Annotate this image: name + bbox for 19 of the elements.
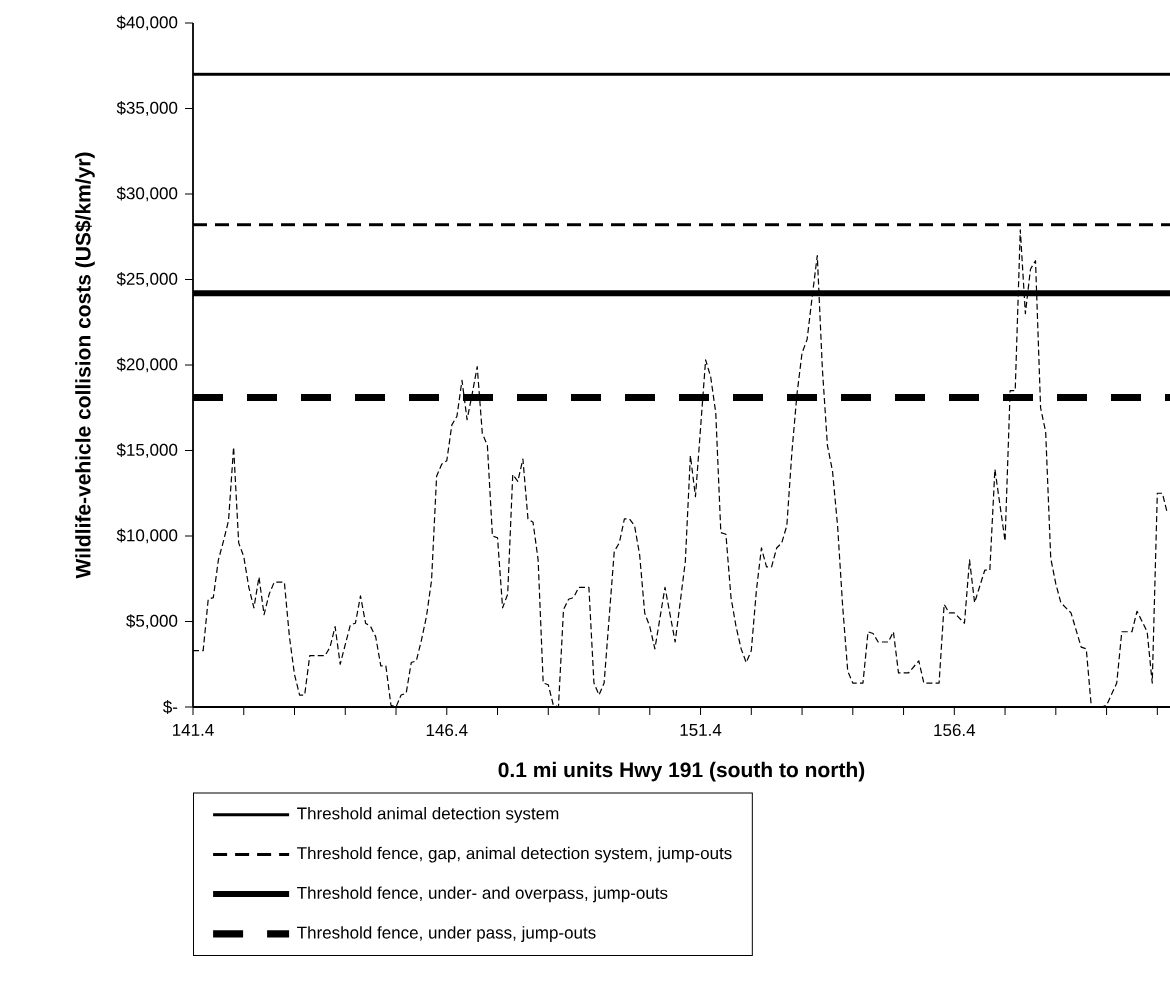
y-tick-label: $25,000: [116, 272, 178, 287]
y-axis-title: Wildlife-vehicle collision costs (US$/km/yr): [74, 152, 95, 579]
x-axis-title: 0.1 mi units Hwy 191 (south to north): [498, 761, 865, 782]
y-tick-label: $15,000: [116, 443, 178, 458]
x-tick-label: 146.4: [426, 724, 468, 737]
x-tick-label: 151.4: [680, 724, 722, 736]
legend-label: Threshold animal detection system: [297, 806, 559, 823]
y-tick-label: $40,000: [116, 15, 178, 31]
y-tick-label: $5,000: [126, 614, 178, 629]
y-tick-label: $10,000: [116, 528, 178, 544]
y-tick-label: $20,000: [116, 357, 178, 373]
legend-label: Threshold fence, gap, animal detection system, jump-outs: [297, 846, 732, 863]
y-tick-label: $30,000: [116, 186, 178, 202]
y-tick-label: $-: [163, 700, 178, 714]
legend-label: Threshold fence, under pass, jump-outs: [297, 926, 596, 942]
x-tick-label: 141.4: [173, 724, 214, 736]
x-tick-label: 156.4: [934, 724, 976, 737]
legend-label: Threshold fence, under- and overpass, jump-outs: [297, 886, 668, 903]
y-tick-label: $35,000: [116, 101, 178, 116]
